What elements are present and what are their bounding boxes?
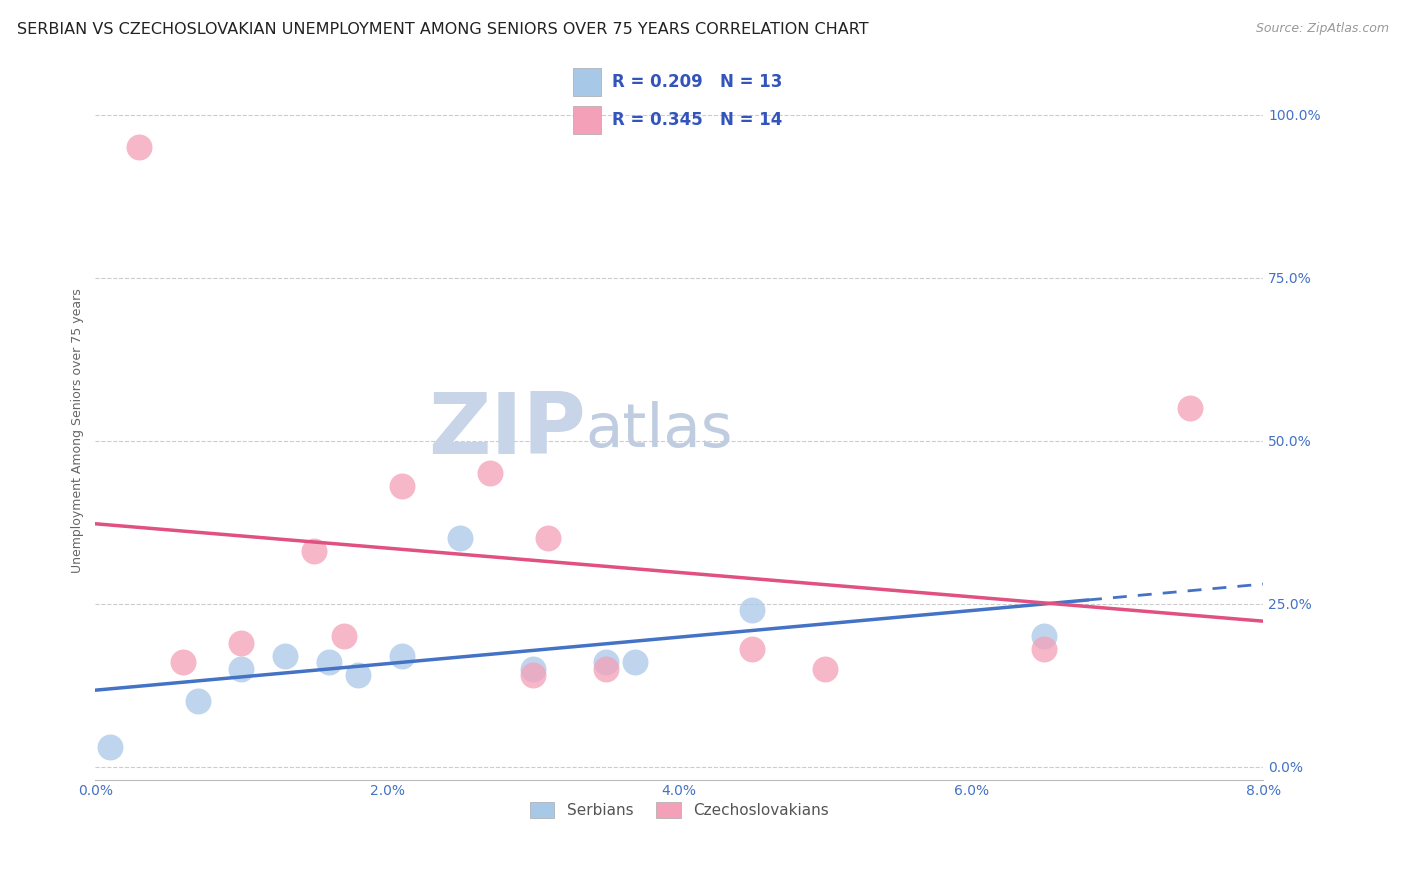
- Point: [522, 662, 544, 676]
- Text: atlas: atlas: [586, 401, 734, 460]
- Point: [595, 655, 617, 669]
- Point: [478, 466, 501, 480]
- Point: [128, 140, 150, 154]
- Y-axis label: Unemployment Among Seniors over 75 years: Unemployment Among Seniors over 75 years: [72, 288, 84, 574]
- Legend: Serbians, Czechoslovakians: Serbians, Czechoslovakians: [524, 796, 835, 824]
- Point: [98, 739, 121, 754]
- Text: ZIP: ZIP: [427, 389, 586, 472]
- Text: R = 0.345   N = 14: R = 0.345 N = 14: [612, 111, 782, 128]
- Point: [318, 655, 340, 669]
- Point: [391, 479, 413, 493]
- Bar: [572, 68, 602, 96]
- Point: [624, 655, 647, 669]
- Point: [391, 648, 413, 663]
- Text: R = 0.209   N = 13: R = 0.209 N = 13: [612, 73, 782, 91]
- Point: [347, 668, 370, 682]
- Point: [741, 642, 763, 657]
- Point: [741, 603, 763, 617]
- Point: [332, 629, 354, 643]
- Text: Source: ZipAtlas.com: Source: ZipAtlas.com: [1256, 22, 1389, 36]
- Point: [814, 662, 837, 676]
- Text: SERBIAN VS CZECHOSLOVAKIAN UNEMPLOYMENT AMONG SENIORS OVER 75 YEARS CORRELATION : SERBIAN VS CZECHOSLOVAKIAN UNEMPLOYMENT …: [17, 22, 869, 37]
- Bar: [572, 106, 602, 134]
- Point: [231, 635, 253, 649]
- Point: [449, 532, 471, 546]
- Point: [522, 668, 544, 682]
- Point: [186, 694, 208, 708]
- Point: [274, 648, 297, 663]
- Point: [1180, 401, 1202, 415]
- Point: [304, 544, 326, 558]
- Point: [537, 532, 560, 546]
- Point: [231, 662, 253, 676]
- Point: [1033, 642, 1056, 657]
- Point: [1033, 629, 1056, 643]
- Point: [172, 655, 194, 669]
- Point: [595, 662, 617, 676]
